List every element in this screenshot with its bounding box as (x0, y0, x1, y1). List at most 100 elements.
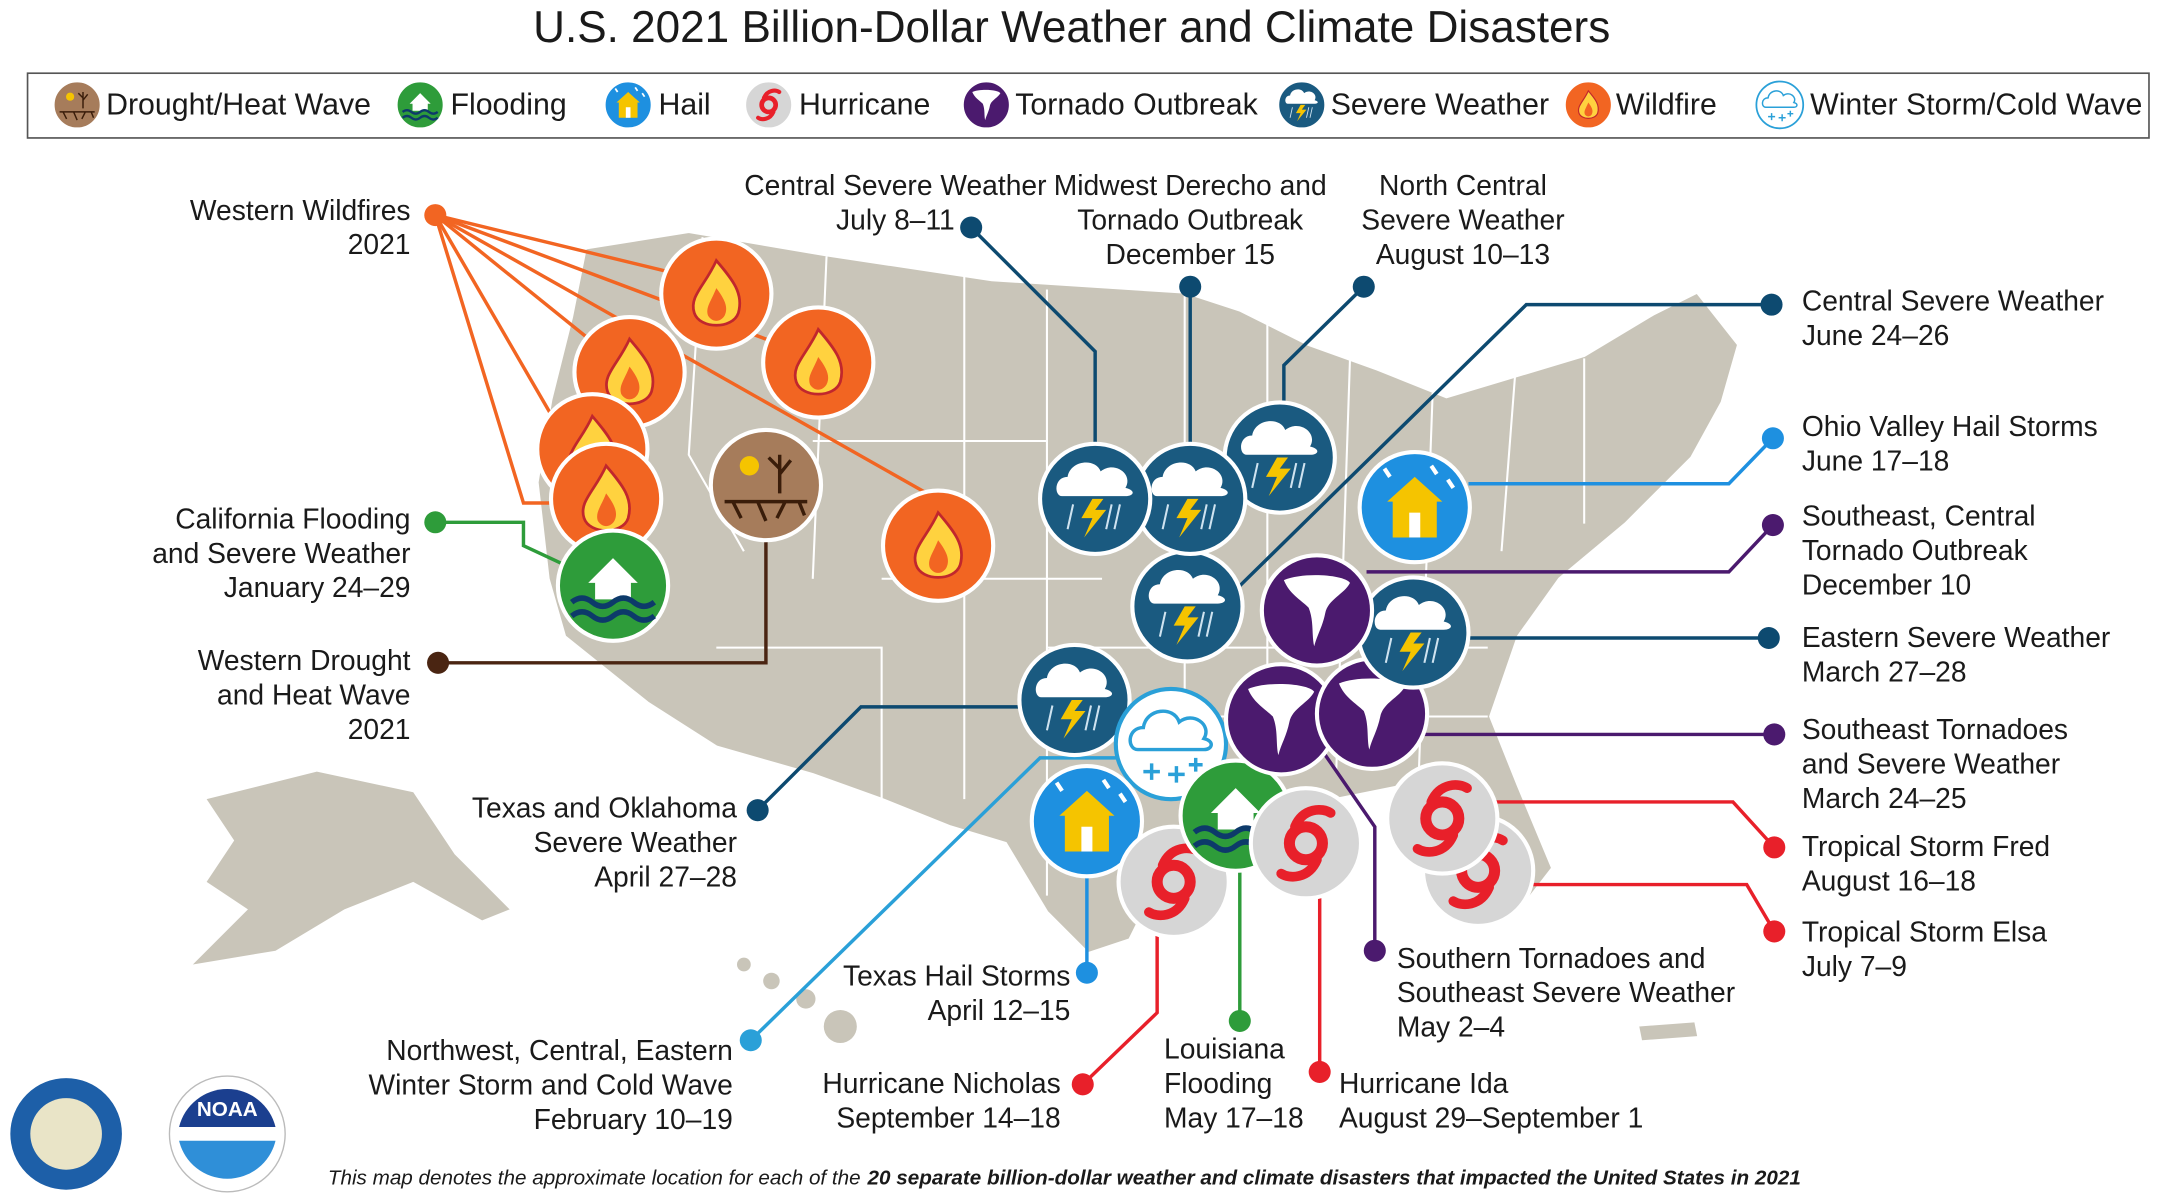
event-label: Western Drought (198, 644, 411, 676)
disaster-icon (1017, 642, 1132, 758)
cracked-ground (724, 499, 808, 522)
disaster-icon (395, 80, 445, 130)
legend-label: Drought/Heat Wave (106, 88, 371, 121)
event-label: March 24–25 (1802, 782, 1967, 814)
event-label: August 29–September 1 (1339, 1102, 1643, 1134)
cloud (1285, 89, 1318, 104)
connector-dot (424, 204, 447, 227)
connector-line (1490, 800, 1776, 849)
bolt (1060, 699, 1086, 739)
event-label: March 27–28 (1802, 655, 1967, 687)
event-label: June 17–18 (1802, 445, 1950, 477)
connector-dot (1763, 836, 1786, 859)
connector-line (1366, 523, 1775, 574)
bolt (1265, 457, 1291, 497)
event-label: Tornado Outbreak (1802, 534, 2029, 566)
disaster-icon (744, 80, 793, 130)
connector-line (434, 213, 686, 278)
logos: NOAA (6, 1074, 286, 1194)
disaster-icon (1755, 80, 1805, 130)
waves (401, 108, 439, 121)
connector-dot (1760, 293, 1783, 316)
event-label: and Severe Weather (1802, 748, 2060, 780)
footnote-text: This map denotes the approximate locatio… (328, 1167, 861, 1190)
puerto-rico (1639, 1022, 1698, 1041)
connector-line (969, 226, 1097, 447)
connector-line (1531, 882, 1776, 933)
sun (739, 456, 760, 476)
connector-dot (1763, 920, 1786, 943)
door (1409, 512, 1421, 538)
flame-inner (707, 288, 727, 321)
house (1387, 476, 1443, 538)
connector-line (1081, 934, 1159, 1086)
noaa-logo-text: NOAA (197, 1098, 258, 1121)
icon-bg (52, 80, 102, 130)
disaster-icon (1564, 80, 1613, 130)
icon-bg (744, 80, 793, 130)
hawaii (736, 957, 857, 1044)
rain (1066, 504, 1121, 530)
disaster-icon (761, 305, 876, 420)
noaa-sky (179, 1089, 276, 1128)
connector-dot (960, 216, 983, 239)
disaster-icon (603, 80, 653, 130)
icon-bg (708, 427, 824, 543)
dead-tree (767, 454, 793, 494)
bolt (1176, 498, 1202, 538)
legend-label: Flooding (450, 88, 566, 121)
connector-dot (1071, 1073, 1094, 1096)
disaster-icon (1223, 662, 1339, 777)
rain (1289, 107, 1313, 118)
event-label: January 24–29 (224, 571, 411, 603)
disaster-icon (1356, 575, 1471, 690)
disaster-icon (1130, 549, 1245, 664)
footnote: This map denotes the approximate locatio… (328, 1167, 1801, 1190)
event-label: Hurricane Ida (1339, 1067, 1509, 1099)
event-label: Southern Tornadoes and (1397, 942, 1706, 974)
event-label: May 17–18 (1164, 1102, 1304, 1134)
arms (1276, 804, 1336, 882)
disaster-icon (1385, 761, 1500, 876)
connectors (424, 204, 1786, 1096)
bolt (1173, 606, 1199, 645)
cloud (1151, 462, 1228, 497)
bolt (1295, 104, 1307, 122)
commerce-seal-inner (30, 1098, 102, 1170)
event-label: May 2–4 (1397, 1011, 1505, 1043)
disaster-icon (1029, 764, 1145, 879)
event-label: April 12–15 (928, 994, 1071, 1026)
event-label: Louisiana (1164, 1033, 1285, 1065)
event-label: Southeast, Central (1802, 500, 2036, 532)
cloud (1148, 569, 1226, 604)
event-label: August 10–13 (1376, 238, 1550, 270)
house (588, 558, 638, 600)
event-label: Eastern Severe Weather (1802, 621, 2110, 653)
footnote-bold: 20 separate billion-dollar weather and c… (867, 1167, 1801, 1190)
event-label: Southeast Tornadoes (1802, 713, 2068, 745)
funnel (1283, 575, 1350, 647)
legend-label: Severe Weather (1331, 88, 1549, 121)
door (1081, 826, 1093, 852)
snow (1143, 757, 1203, 783)
legend-label: Winter Storm/Cold Wave (1810, 88, 2142, 121)
connector-dot (1075, 961, 1098, 984)
icon-bg (1017, 642, 1132, 758)
icon-bg (1248, 786, 1364, 901)
event-label: Southeast Severe Weather (1397, 976, 1735, 1008)
rain (1251, 462, 1306, 489)
hailstones (1382, 464, 1456, 489)
connector-line (434, 213, 608, 355)
cracked-ground (59, 111, 95, 121)
eye (1420, 796, 1465, 841)
event-label: Severe Weather (1361, 203, 1564, 235)
connector-dot (1763, 723, 1786, 746)
connector-dot (746, 799, 769, 822)
event-label: Winter Storm and Cold Wave (368, 1069, 732, 1101)
house (409, 93, 431, 111)
event-label: and Heat Wave (217, 679, 410, 711)
connector-line (433, 214, 567, 440)
cloud (1128, 709, 1213, 752)
